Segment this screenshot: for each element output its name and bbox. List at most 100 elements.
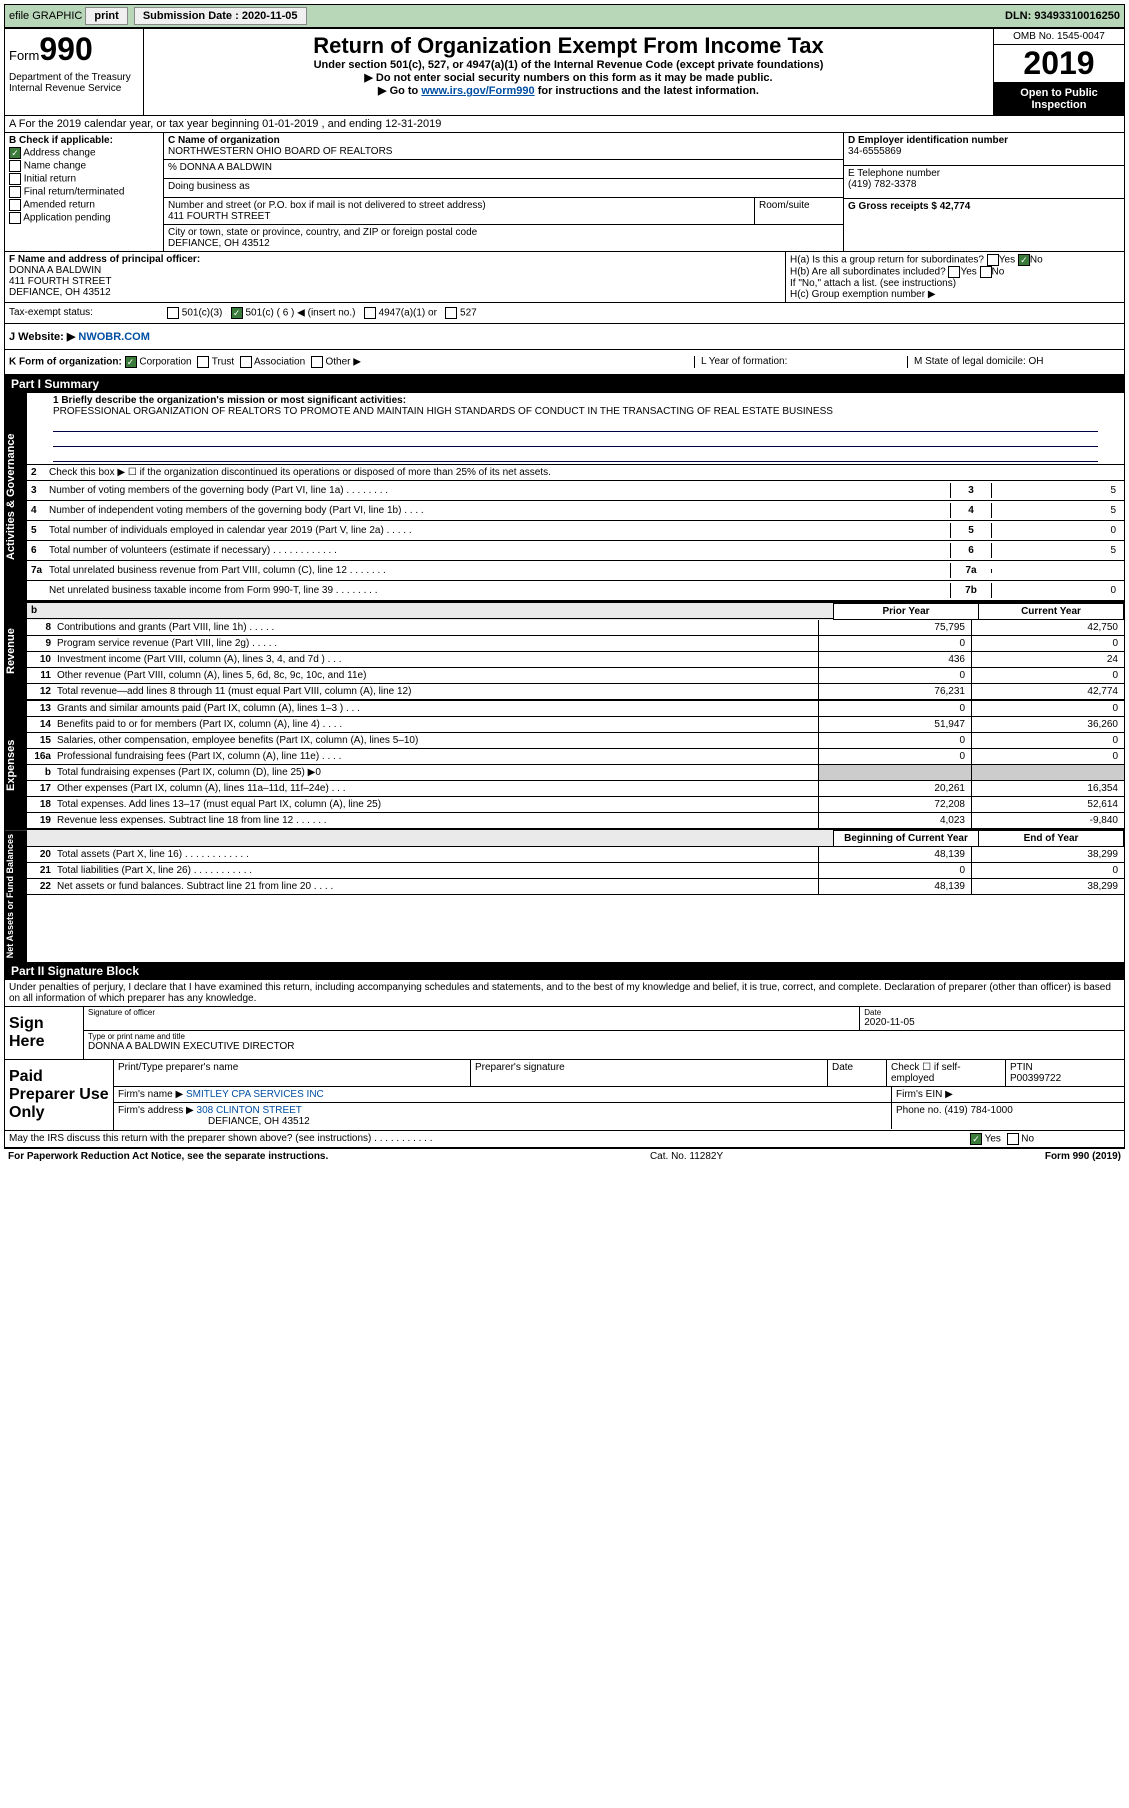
- tax-year: 2019: [994, 45, 1124, 83]
- website-link[interactable]: NWOBR.COM: [78, 331, 150, 343]
- h-b-note: If "No," attach a list. (see instruction…: [790, 278, 1120, 289]
- part2-header: Part II Signature Block: [5, 962, 1124, 980]
- h-b: H(b) Are all subordinates included?: [790, 267, 946, 278]
- form-container: Form990 Department of the Treasury Inter…: [4, 28, 1125, 1149]
- begin-year-hdr: Beginning of Current Year: [833, 830, 978, 847]
- h-c: H(c) Group exemption number ▶: [790, 289, 1120, 300]
- open-to-public: Open to Public Inspection: [994, 83, 1124, 115]
- title-box: Return of Organization Exempt From Incom…: [144, 29, 993, 115]
- c-name-label: C Name of organization: [168, 135, 839, 146]
- subtitle-1: Under section 501(c), 527, or 4947(a)(1)…: [148, 59, 989, 71]
- vtab-revenue: Revenue: [5, 603, 27, 700]
- fin-row: 20Total assets (Part X, line 16) . . . .…: [27, 847, 1124, 863]
- self-employed: Check ☐ if self-employed: [887, 1060, 1006, 1086]
- firm-addr-link[interactable]: 308 CLINTON STREET: [197, 1105, 302, 1116]
- preparer-name: Print/Type preparer's name: [114, 1060, 471, 1086]
- section-c: C Name of organization NORTHWESTERN OHIO…: [164, 133, 843, 251]
- subtitle-2: ▶ Do not enter social security numbers o…: [148, 71, 989, 84]
- firm-link[interactable]: SMITLEY CPA SERVICES INC: [186, 1089, 324, 1100]
- fin-row: 15Salaries, other compensation, employee…: [27, 733, 1124, 749]
- dba-label: Doing business as: [164, 179, 843, 198]
- chk-address-change[interactable]: Address change: [9, 147, 159, 159]
- fin-row: 17Other expenses (Part IX, column (A), l…: [27, 781, 1124, 797]
- omb-number: OMB No. 1545-0047: [994, 29, 1124, 45]
- vtab-net-assets: Net Assets or Fund Balances: [5, 830, 27, 962]
- ag-row: 6Total number of volunteers (estimate if…: [27, 541, 1124, 561]
- ein-label: D Employer identification number: [848, 135, 1120, 146]
- firm-phone: Phone no. (419) 784-1000: [892, 1103, 1124, 1129]
- gross-receipts: G Gross receipts $ 42,774: [848, 201, 1120, 212]
- section-d: D Employer identification number 34-6555…: [843, 133, 1124, 251]
- print-button[interactable]: print: [85, 7, 127, 25]
- top-bar: efile GRAPHIC print Submission Date : 20…: [4, 4, 1125, 28]
- officer-name: DONNA A BALDWIN: [9, 265, 781, 276]
- irs-link[interactable]: www.irs.gov/Form990: [421, 85, 534, 97]
- section-f: F Name and address of principal officer:…: [5, 252, 786, 302]
- m-state: M State of legal domicile: OH: [907, 356, 1120, 368]
- ag-row: 4Number of independent voting members of…: [27, 501, 1124, 521]
- ein-value: 34-6555869: [848, 146, 1120, 157]
- dln-label: DLN: 93493310016250: [1005, 10, 1120, 22]
- j-website: J Website: ▶ NWOBR.COM: [5, 324, 786, 349]
- perjury-declaration: Under penalties of perjury, I declare th…: [5, 980, 1124, 1007]
- chk-initial-return[interactable]: Initial return: [9, 173, 159, 185]
- chk-name-change[interactable]: Name change: [9, 160, 159, 172]
- footer: For Paperwork Reduction Act Notice, see …: [4, 1149, 1125, 1164]
- dept-box: Department of the Treasury Internal Reve…: [5, 70, 144, 115]
- officer-name-title: Type or print name and titleDONNA A BALD…: [84, 1031, 1124, 1054]
- preparer-date: Date: [828, 1060, 887, 1086]
- ag-row: Net unrelated business taxable income fr…: [27, 581, 1124, 601]
- ag-row: 7aTotal unrelated business revenue from …: [27, 561, 1124, 581]
- section-b: B Check if applicable: Address change Na…: [5, 133, 164, 251]
- form-title: Return of Organization Exempt From Incom…: [148, 33, 989, 59]
- officer-city: DEFIANCE, OH 43512: [9, 287, 781, 298]
- officer-street: 411 FOURTH STREET: [9, 276, 781, 287]
- firm-address: Firm's address ▶ 308 CLINTON STREETDEFIA…: [114, 1103, 892, 1129]
- b-header: B Check if applicable:: [9, 135, 159, 146]
- fin-row: 11Other revenue (Part VIII, column (A), …: [27, 668, 1124, 684]
- paid-preparer-label: Paid Preparer Use Only: [5, 1060, 114, 1130]
- cat-no: Cat. No. 11282Y: [328, 1151, 1045, 1162]
- dept-treasury: Department of the Treasury: [9, 72, 139, 83]
- chk-final-return[interactable]: Final return/terminated: [9, 186, 159, 198]
- form-990-number: 990: [39, 31, 92, 67]
- f-label: F Name and address of principal officer:: [9, 254, 781, 265]
- street-value: 411 FOURTH STREET: [168, 211, 750, 222]
- q2: Check this box ▶ ☐ if the organization d…: [49, 467, 1120, 478]
- chk-amended[interactable]: Amended return: [9, 199, 159, 211]
- year-box: OMB No. 1545-0047 2019 Open to Public In…: [993, 29, 1124, 115]
- subtitle-3: ▶ Go to www.irs.gov/Form990 for instruct…: [148, 84, 989, 97]
- care-of: % DONNA A BALDWIN: [164, 160, 843, 179]
- chk-application[interactable]: Application pending: [9, 212, 159, 224]
- firm-name: Firm's name ▶ SMITLEY CPA SERVICES INC: [114, 1087, 892, 1102]
- preparer-sig: Preparer's signature: [471, 1060, 828, 1086]
- vtab-activities: Activities & Governance: [5, 393, 27, 601]
- dept-irs: Internal Revenue Service: [9, 83, 139, 94]
- tel-value: (419) 782-3378: [848, 179, 1120, 190]
- fin-row: 8Contributions and grants (Part VIII, li…: [27, 620, 1124, 636]
- fin-row: 18Total expenses. Add lines 13–17 (must …: [27, 797, 1124, 813]
- suite-label: Room/suite: [755, 198, 843, 224]
- end-year-hdr: End of Year: [978, 830, 1124, 847]
- fin-row: 12Total revenue—add lines 8 through 11 (…: [27, 684, 1124, 700]
- form-page: Form 990 (2019): [1045, 1151, 1121, 1162]
- signature-field[interactable]: Signature of officer: [84, 1007, 860, 1030]
- vtab-expenses: Expenses: [5, 701, 27, 829]
- fin-row: 13Grants and similar amounts paid (Part …: [27, 701, 1124, 717]
- fin-row: 19Revenue less expenses. Subtract line 1…: [27, 813, 1124, 829]
- row-k: K Form of organization: Corporation Trus…: [5, 350, 1124, 375]
- prior-year-hdr: Prior Year: [833, 603, 978, 620]
- q1: 1 Briefly describe the organization's mi…: [27, 393, 1124, 464]
- submission-date-button[interactable]: Submission Date : 2020-11-05: [134, 7, 307, 25]
- sign-date: Date2020-11-05: [860, 1007, 1124, 1030]
- city-value: DEFIANCE, OH 43512: [168, 238, 839, 249]
- form-word: Form: [9, 48, 39, 63]
- h-a: H(a) Is this a group return for subordin…: [790, 255, 984, 266]
- fin-row: 22Net assets or fund balances. Subtract …: [27, 879, 1124, 895]
- mission-text: PROFESSIONAL ORGANIZATION OF REALTORS TO…: [53, 406, 1098, 417]
- discuss-row: May the IRS discuss this return with the…: [5, 1131, 1124, 1148]
- row-a-tax-year: A For the 2019 calendar year, or tax yea…: [5, 116, 1124, 133]
- current-year-hdr: Current Year: [978, 603, 1124, 620]
- efile-label: efile GRAPHIC: [9, 10, 82, 22]
- i-options: 501(c)(3) 501(c) ( 6 ) ◀ (insert no.) 49…: [163, 303, 786, 323]
